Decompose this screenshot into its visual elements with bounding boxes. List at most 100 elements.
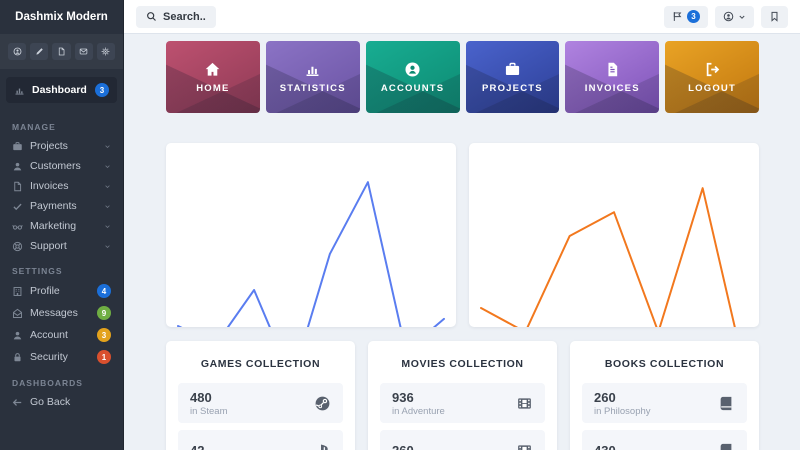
sidebar-item-projects[interactable]: Projects <box>0 136 123 156</box>
tile-label: PROJECTS <box>482 82 543 94</box>
person-icon <box>723 11 734 22</box>
tile-accounts[interactable]: ACCOUNTS <box>365 41 460 113</box>
sidebar-section-label: SETTINGS <box>12 266 63 276</box>
film-icon <box>516 442 533 450</box>
collection-row-value: 936 <box>392 389 414 405</box>
sidebar-item-label: Payments <box>30 200 77 212</box>
bookmarks-button[interactable] <box>761 5 788 28</box>
file-lines-icon <box>604 61 621 78</box>
film-icon <box>516 395 533 412</box>
tile-statistics[interactable]: STATISTICS <box>265 41 360 113</box>
collection-row: 480 in Steam <box>178 383 343 423</box>
lock-icon <box>12 352 23 363</box>
collection-row-meta: 260 <box>392 443 414 450</box>
sidebar-item-badge: 3 <box>97 328 111 342</box>
sidebar-item-badge: 1 <box>97 350 111 364</box>
search-placeholder: Search.. <box>163 10 206 23</box>
notifications-badge: 3 <box>687 10 700 23</box>
sidebar-item-label: Dashboard <box>32 84 87 96</box>
sidebar-item-profile[interactable]: Profile 4 <box>0 280 123 302</box>
main-area: Search.. 3 HOME STATISTICS ACCOUNTS PROJECT… <box>124 0 800 450</box>
chevron-down-icon <box>104 223 111 230</box>
book-icon <box>718 395 735 412</box>
tile-label: LOGOUT <box>688 82 736 94</box>
chevron-down-icon <box>104 163 111 170</box>
tile-projects[interactable]: PROJECTS <box>465 41 560 113</box>
brand: Dashmix Modern <box>15 11 108 23</box>
bookmark-icon <box>769 11 780 22</box>
check-icon <box>12 201 23 212</box>
tile-home[interactable]: HOME <box>166 41 260 113</box>
charts-grid: CODE LINES PER DAY~930TICKETS PER DAY~15 <box>166 143 759 327</box>
collections-grid: GAMES COLLECTION 480 in Steam 42 MOVIES COLL… <box>166 341 759 450</box>
pencil-button[interactable] <box>30 43 49 60</box>
collection-row-value: 260 <box>594 389 616 405</box>
envelope-open-icon <box>12 308 23 319</box>
collection-row-meta: 260 in Philosophy <box>594 390 651 417</box>
collection-row-sub: in Adventure <box>392 405 445 417</box>
playstation-icon <box>314 442 331 450</box>
sidebar-item-label: Customers <box>30 160 81 172</box>
collection-row-meta: 430 <box>594 443 616 450</box>
file-icon <box>12 181 23 192</box>
sidebar-item-badge: 9 <box>97 306 111 320</box>
collection-card-movies-collection: MOVIES COLLECTION 936 in Adventure 260 <box>368 341 557 450</box>
collection-row-value: 42 <box>190 442 205 450</box>
collection-title: MOVIES COLLECTION <box>401 358 524 370</box>
collection-row-value: 480 <box>190 389 212 405</box>
user-circle-button[interactable] <box>8 43 27 60</box>
sidebar-item-badge: 4 <box>97 284 111 298</box>
sidebar-quick-actions <box>0 34 123 69</box>
sidebar-item-security[interactable]: Security 1 <box>0 346 123 368</box>
content: HOME STATISTICS ACCOUNTS PROJECTS INVOICES LO… <box>124 34 800 450</box>
tile-label: INVOICES <box>584 82 640 94</box>
file-button[interactable] <box>52 43 71 60</box>
search-icon <box>146 11 157 22</box>
sidebar-item-label: Go Back <box>30 396 71 408</box>
envelope-button[interactable] <box>74 43 93 60</box>
tile-logout[interactable]: LOGOUT <box>665 41 759 113</box>
chevron-down-icon <box>104 183 111 190</box>
sidebar-item-go-back[interactable]: Go Back <box>0 392 123 412</box>
gear-button[interactable] <box>96 43 116 60</box>
sidebar-item-account[interactable]: Account 3 <box>0 324 123 346</box>
chevron-down-icon <box>738 13 746 21</box>
person-badge-icon <box>404 61 421 78</box>
tile-label: ACCOUNTS <box>380 82 445 94</box>
sidebar-item-payments[interactable]: Payments <box>0 196 123 216</box>
collection-row-meta: 42 <box>190 443 204 450</box>
file-icon <box>57 47 66 56</box>
chart-bars-icon <box>14 85 25 96</box>
chart-card-code-lines-per-day: CODE LINES PER DAY~930 <box>166 143 456 327</box>
sidebar-item-dashboard[interactable]: Dashboard 3 <box>6 77 117 103</box>
user-icon <box>12 330 23 341</box>
sidebar-item-support[interactable]: Support <box>0 236 123 256</box>
sidebar-item-invoices[interactable]: Invoices <box>0 176 123 196</box>
sidebar-section-label: MANAGE <box>12 122 56 132</box>
collection-row: 260 <box>380 430 545 450</box>
briefcase-icon <box>12 141 23 152</box>
sidebar-item-customers[interactable]: Customers <box>0 156 123 176</box>
tile-label: HOME <box>196 82 230 94</box>
tile-label: STATISTICS <box>279 82 346 94</box>
collection-row: 936 in Adventure <box>380 383 545 423</box>
search-input[interactable]: Search.. <box>136 5 216 28</box>
tile-invoices[interactable]: INVOICES <box>565 41 660 113</box>
sidebar-item-messages[interactable]: Messages 9 <box>0 302 123 324</box>
collection-row-value: 430 <box>594 442 616 450</box>
collection-row-meta: 480 in Steam <box>190 390 228 417</box>
collection-card-games-collection: GAMES COLLECTION 480 in Steam 42 <box>166 341 355 450</box>
sidebar-section-label: DASHBOARDS <box>12 378 83 388</box>
chart-card-tickets-per-day: TICKETS PER DAY~15 <box>469 143 759 327</box>
arrow-left-icon <box>12 397 23 408</box>
line-chart <box>166 143 456 327</box>
briefcase-icon <box>504 61 521 78</box>
user-menu-button[interactable] <box>715 5 754 28</box>
collection-title: BOOKS COLLECTION <box>604 358 725 370</box>
sidebar-item-marketing[interactable]: Marketing <box>0 216 123 236</box>
notifications-button[interactable]: 3 <box>664 5 708 28</box>
chevron-down-icon <box>104 143 111 150</box>
sidebar-nav: Dashboard 3 MANAGE Projects Customers Invoice… <box>0 69 123 412</box>
collection-title: GAMES COLLECTION <box>200 358 321 370</box>
